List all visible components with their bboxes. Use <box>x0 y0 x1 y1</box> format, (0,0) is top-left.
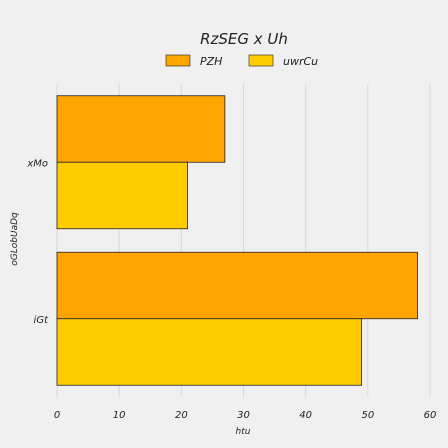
bar-pzh-igt <box>56 251 418 320</box>
bar-uwrcu-xmo <box>56 161 188 230</box>
bars <box>56 95 418 386</box>
x-tick-label: 10 <box>113 410 126 421</box>
x-tick-label: 20 <box>175 410 188 421</box>
legend-swatch-uwrcu <box>248 54 274 67</box>
x-tick-label: 50 <box>361 410 374 421</box>
y-category-labels: xMo iGt <box>26 158 49 326</box>
legend-swatch-pzh <box>165 54 191 67</box>
x-tick-label: 40 <box>299 410 312 421</box>
x-tick-label: 30 <box>237 410 250 421</box>
y-category-label: xMo <box>26 158 48 169</box>
legend: PZH uwrCu <box>165 54 318 68</box>
bar-pzh-xmo <box>56 95 226 163</box>
legend-label-uwrcu: uwrCu <box>283 55 318 68</box>
bar-uwrcu-igt <box>56 318 363 386</box>
y-category-label: iGt <box>34 315 50 326</box>
x-axis-label: htu <box>236 427 251 437</box>
x-tick-label: 60 <box>424 410 437 421</box>
x-tick-labels: 0 10 20 30 40 50 60 <box>54 410 437 421</box>
chart-title: RzSEG x Uh <box>200 30 288 48</box>
x-tick-label: 0 <box>54 410 60 421</box>
y-axis-label: oGLobUaDq <box>10 212 20 266</box>
legend-label-pzh: PZH <box>200 55 222 68</box>
